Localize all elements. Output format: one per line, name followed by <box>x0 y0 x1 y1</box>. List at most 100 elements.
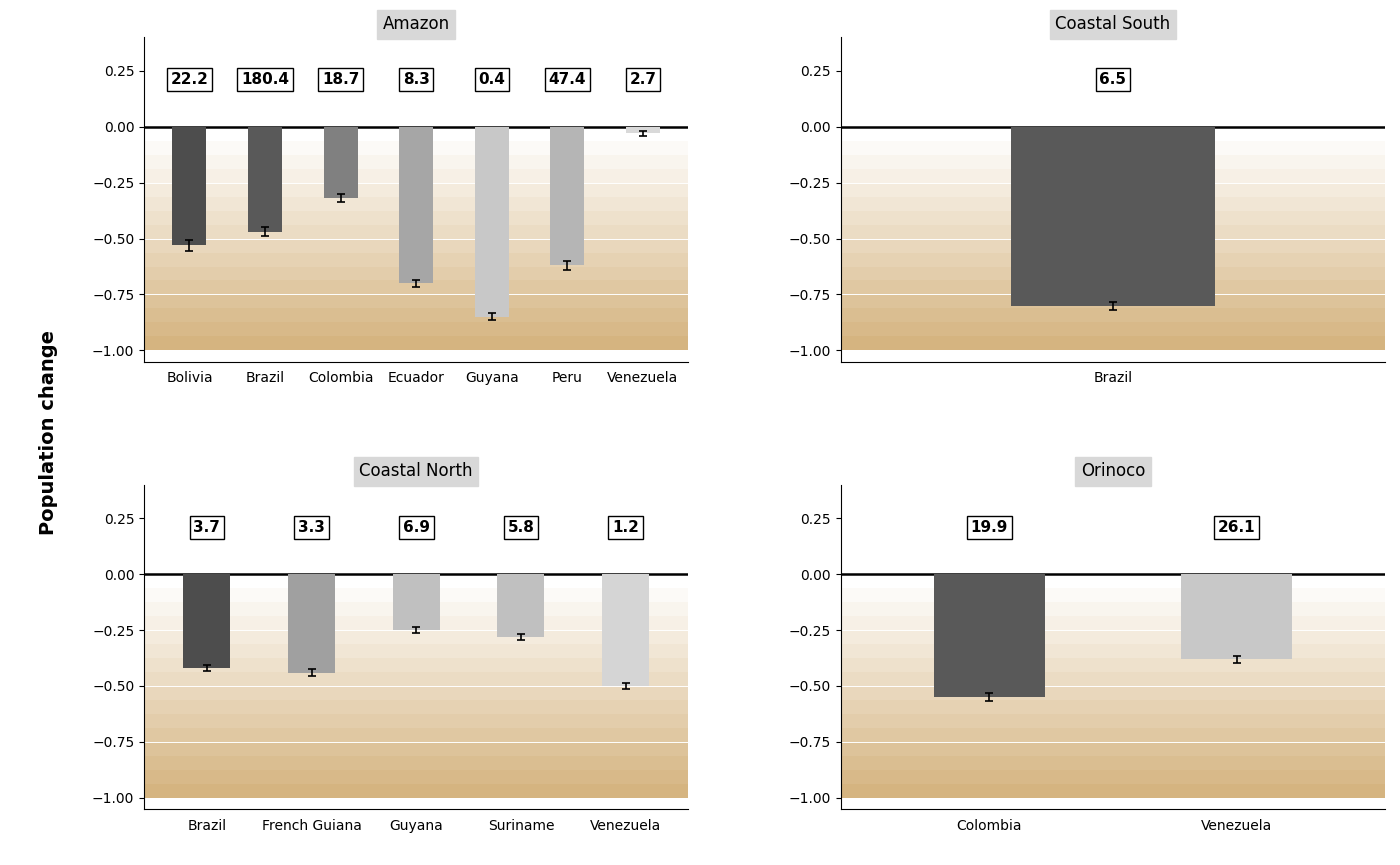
Bar <box>841 742 1385 756</box>
Bar <box>144 756 689 770</box>
Bar <box>841 280 1385 294</box>
Bar <box>144 700 689 714</box>
Text: 2.7: 2.7 <box>630 73 657 87</box>
Bar <box>144 253 689 266</box>
Text: 180.4: 180.4 <box>241 73 288 87</box>
Bar <box>144 742 689 756</box>
Bar <box>399 127 433 284</box>
Bar <box>497 574 545 637</box>
Bar <box>841 196 1385 210</box>
Text: 5.8: 5.8 <box>507 520 535 535</box>
Text: 18.7: 18.7 <box>322 73 360 87</box>
Text: Population change: Population change <box>39 330 59 535</box>
Bar <box>144 686 689 700</box>
Bar <box>144 155 689 169</box>
Bar <box>144 784 689 798</box>
Bar <box>144 225 689 239</box>
Bar <box>144 336 689 350</box>
Bar <box>841 630 1385 644</box>
Bar <box>323 127 357 198</box>
Bar <box>841 37 1385 127</box>
Bar <box>144 127 689 141</box>
Bar <box>841 672 1385 686</box>
Bar <box>841 644 1385 658</box>
Bar <box>172 127 206 246</box>
Bar <box>841 127 1385 141</box>
Bar <box>841 700 1385 714</box>
Bar <box>144 630 689 644</box>
Bar <box>392 574 440 630</box>
Bar <box>841 588 1385 602</box>
Bar <box>841 784 1385 798</box>
Bar <box>144 183 689 196</box>
Text: 19.9: 19.9 <box>970 520 1008 535</box>
Bar <box>144 770 689 784</box>
Bar <box>144 714 689 728</box>
Text: 8.3: 8.3 <box>403 73 430 87</box>
Title: Amazon: Amazon <box>382 15 449 33</box>
Bar <box>144 210 689 225</box>
Bar <box>288 574 335 673</box>
Bar <box>550 127 584 266</box>
Bar <box>841 714 1385 728</box>
Bar <box>144 266 689 280</box>
Bar <box>144 309 689 323</box>
Bar <box>841 484 1385 574</box>
Bar <box>144 728 689 742</box>
Bar <box>602 574 650 686</box>
Bar <box>841 309 1385 323</box>
Bar <box>841 336 1385 350</box>
Bar <box>626 127 659 133</box>
Bar <box>144 484 689 574</box>
Bar <box>841 602 1385 616</box>
Text: 6.9: 6.9 <box>403 520 430 535</box>
Text: 47.4: 47.4 <box>549 73 587 87</box>
Bar <box>144 588 689 602</box>
Bar <box>841 658 1385 672</box>
Bar <box>144 658 689 672</box>
Bar <box>475 127 508 317</box>
Bar <box>144 574 689 588</box>
Bar <box>144 37 689 127</box>
Bar <box>841 728 1385 742</box>
Bar <box>841 141 1385 155</box>
Bar <box>841 183 1385 196</box>
Text: 3.3: 3.3 <box>298 520 325 535</box>
Title: Coastal North: Coastal North <box>360 463 473 480</box>
Bar <box>1182 574 1292 659</box>
Bar <box>144 602 689 616</box>
Bar <box>841 225 1385 239</box>
Bar <box>1011 127 1215 305</box>
Title: Orinoco: Orinoco <box>1081 463 1145 480</box>
Bar <box>183 574 231 668</box>
Bar <box>144 644 689 658</box>
Text: 22.2: 22.2 <box>171 73 209 87</box>
Text: 26.1: 26.1 <box>1218 520 1256 535</box>
Bar <box>841 210 1385 225</box>
Bar <box>144 141 689 155</box>
Text: 1.2: 1.2 <box>612 520 638 535</box>
Text: 0.4: 0.4 <box>479 73 505 87</box>
Bar <box>841 323 1385 336</box>
Bar <box>144 169 689 183</box>
Bar <box>144 294 689 309</box>
Bar <box>144 323 689 336</box>
Bar <box>144 616 689 630</box>
Bar <box>841 239 1385 253</box>
Bar <box>144 196 689 210</box>
Bar <box>934 574 1044 697</box>
Title: Coastal South: Coastal South <box>1056 15 1170 33</box>
Bar <box>841 756 1385 770</box>
Bar <box>144 672 689 686</box>
Bar <box>248 127 281 232</box>
Bar <box>144 280 689 294</box>
Bar <box>841 253 1385 266</box>
Text: 3.7: 3.7 <box>193 520 220 535</box>
Bar <box>144 239 689 253</box>
Bar <box>841 169 1385 183</box>
Bar <box>841 686 1385 700</box>
Text: 6.5: 6.5 <box>1099 73 1127 87</box>
Bar <box>841 770 1385 784</box>
Bar <box>841 574 1385 588</box>
Bar <box>841 616 1385 630</box>
